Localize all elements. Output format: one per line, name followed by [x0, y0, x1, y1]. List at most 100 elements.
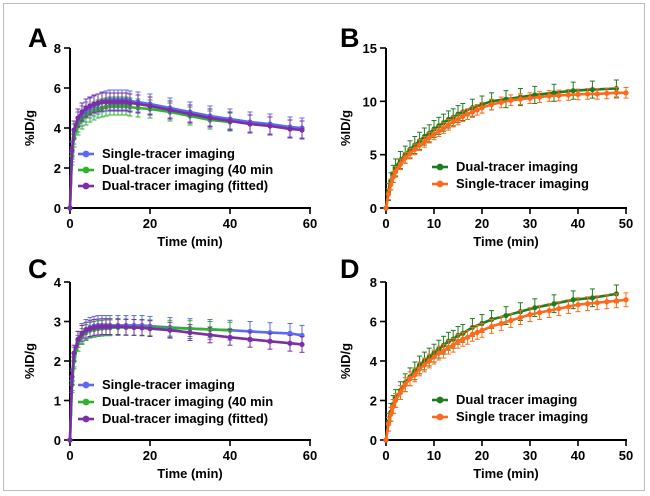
data-point [527, 311, 533, 318]
data-point [417, 366, 423, 372]
data-point [589, 295, 596, 301]
x-axis-label: Time (min) [157, 234, 223, 249]
data-point [87, 103, 93, 109]
data-point [546, 93, 552, 99]
panel-d: D 0 10 20 30 40 50 0 2 4 6 8 Time (min) %ID/g Dual tra… [338, 254, 633, 481]
x-tick-label: 20 [475, 448, 489, 463]
data-point [508, 97, 514, 103]
data-point [87, 326, 93, 332]
data-point [489, 323, 495, 330]
legend: Single-tracer imaging Dual-tracer imaging… [78, 377, 273, 426]
data-point [103, 99, 109, 105]
data-point [575, 302, 581, 308]
legend-label: Dual-tracer imaging (fitted) [102, 178, 268, 193]
y-tick-label: 3 [54, 315, 61, 330]
data-point [107, 324, 113, 330]
legend-swatch-marker [82, 381, 90, 389]
legend-swatch-marker [436, 413, 444, 421]
data-point [421, 139, 427, 145]
data-point [527, 95, 533, 101]
x-tick-label: 30 [523, 448, 537, 463]
data-point [474, 329, 480, 335]
panel-label: A [28, 23, 48, 53]
data-point [390, 174, 396, 180]
x-tick-label: 60 [303, 448, 317, 463]
panel-label: B [340, 23, 360, 53]
data-point [479, 327, 485, 333]
y-tick-label: 0 [54, 201, 61, 216]
data-point [421, 362, 427, 368]
data-point [79, 330, 85, 336]
y-tick-label: 2 [54, 354, 61, 369]
data-point [123, 99, 129, 105]
data-point [390, 403, 396, 410]
data-point [67, 437, 73, 443]
data-point [139, 325, 145, 331]
data-point [556, 92, 562, 99]
x-tick-label: 10 [427, 216, 441, 231]
x-tick-label: 50 [619, 448, 633, 463]
data-point [565, 304, 572, 310]
data-point [517, 96, 524, 102]
x-tick-label: 0 [66, 448, 73, 463]
legend: Dual-tracer imaging Single-tracer imaging [432, 159, 589, 191]
series-2 [383, 292, 629, 443]
legend-swatch-marker [82, 150, 90, 158]
data-point [397, 161, 403, 167]
data-point [623, 297, 629, 303]
data-point [498, 99, 504, 105]
data-point [385, 421, 391, 427]
legend-swatch-marker [82, 398, 90, 406]
data-point [551, 301, 557, 307]
panel-label: C [28, 254, 48, 284]
data-point [388, 181, 394, 188]
data-point [69, 374, 75, 380]
legend-label: Single-tracer imaging [456, 176, 589, 191]
legend-label: Dual-tracer imaging (fitted) [102, 411, 268, 426]
data-point [436, 128, 442, 134]
y-tick-label: 5 [370, 148, 377, 163]
data-point [75, 336, 81, 342]
data-point [455, 116, 461, 123]
y-tick-label: 8 [54, 41, 61, 56]
y-axis-label: %ID/g [338, 343, 353, 379]
data-point [103, 324, 109, 330]
legend-label: Dual-tracer imaging [456, 159, 578, 174]
data-point [69, 147, 75, 153]
data-point [187, 111, 193, 117]
y-axis-label: %ID/g [22, 110, 37, 146]
data-point [532, 305, 538, 311]
data-point [460, 336, 466, 342]
data-point [489, 101, 495, 108]
data-point [570, 88, 576, 94]
data-point [267, 329, 273, 336]
data-point [388, 411, 394, 417]
x-tick-label: 40 [571, 216, 585, 231]
data-point [247, 121, 253, 127]
legend-label: Single tracer imaging [456, 409, 588, 424]
data-point [469, 109, 475, 115]
legend-label: Single-tracer imaging [102, 377, 235, 392]
data-point [111, 99, 117, 105]
data-point [299, 127, 305, 133]
data-point [465, 111, 471, 117]
data-point [383, 205, 389, 211]
data-point [436, 350, 442, 356]
series-3 [67, 318, 305, 443]
data-point [431, 131, 437, 137]
data-point [91, 101, 97, 107]
data-point [503, 312, 509, 319]
series-2 [383, 86, 629, 211]
data-point [570, 297, 576, 303]
data-point [83, 327, 89, 333]
data-point [267, 338, 273, 344]
data-point [613, 90, 620, 96]
data-point [594, 91, 600, 97]
data-point [551, 90, 557, 96]
data-point [441, 348, 447, 354]
x-tick-label: 0 [382, 216, 389, 231]
data-point [187, 329, 193, 336]
x-tick-label: 50 [619, 216, 633, 231]
y-tick-label: 0 [54, 433, 61, 448]
